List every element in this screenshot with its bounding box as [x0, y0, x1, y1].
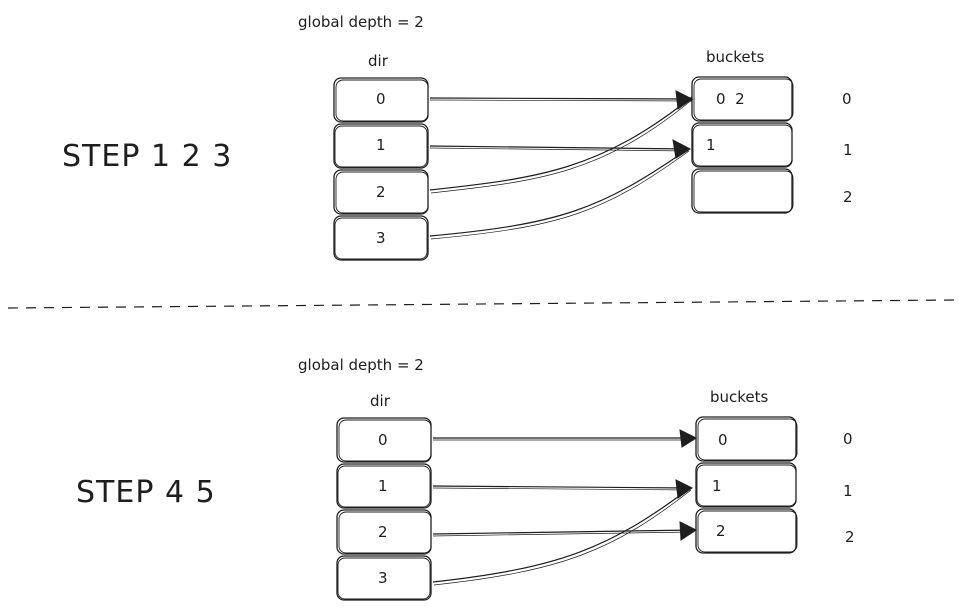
panel-step-1-2-3: STEP 1 2 3 global depth = 2 dir buckets …: [62, 13, 853, 261]
panel-step-4-5: STEP 4 5 global depth = 2 dir buckets 0 …: [76, 356, 855, 601]
bucket-cell: 2: [695, 508, 798, 554]
bucket-index: 2: [843, 188, 853, 206]
pointer-arrow: [432, 521, 697, 541]
dir-cell: 2: [333, 169, 429, 215]
pointer-arrow: [432, 487, 692, 586]
dir-cell-value: 3: [376, 229, 386, 247]
dir-cell-value: 0: [378, 431, 388, 449]
dir-cell: 3: [333, 215, 429, 261]
pointer-arrow: [429, 90, 693, 110]
dir-cell: 1: [333, 123, 429, 169]
pointer-arrow: [433, 429, 698, 448]
bucket-index: 2: [845, 528, 855, 546]
bucket-cell-value: 0 2: [716, 90, 745, 108]
bucket-cell-value: 0: [718, 431, 728, 449]
pointer-arrow: [432, 479, 693, 499]
global-depth-label: global depth = 2: [298, 356, 424, 374]
dir-label: dir: [368, 52, 389, 70]
pointer-arrow: [429, 148, 690, 240]
dir-cell-value: 2: [378, 523, 388, 541]
dir-cell: 3: [336, 555, 432, 601]
dir-cell-value: 0: [376, 90, 386, 108]
bucket-cell-value: 1: [706, 136, 716, 154]
dir-label: dir: [370, 392, 391, 410]
step-label: STEP 1 2 3: [62, 139, 232, 174]
buckets-label: buckets: [710, 388, 769, 406]
dir-cell-value: 1: [378, 477, 388, 495]
dir-cell-value: 1: [376, 136, 386, 154]
bucket-index: 1: [843, 482, 853, 500]
buckets-label: buckets: [706, 48, 765, 66]
panel-divider: [7, 299, 956, 309]
step-label: STEP 4 5: [76, 475, 216, 510]
bucket-cell-value: 2: [716, 522, 726, 540]
dir-cell: 1: [336, 463, 432, 509]
dir-cell: 0: [336, 417, 432, 463]
bucket-cell: [691, 168, 794, 214]
pointer-arrow: [429, 96, 694, 194]
bucket-cell: 0 2: [691, 76, 794, 122]
dir-cell: 2: [336, 509, 432, 555]
global-depth-label: global depth = 2: [298, 13, 424, 31]
bucket-index: 0: [842, 90, 852, 108]
dir-cell-value: 2: [376, 183, 386, 201]
bucket-index: 1: [843, 141, 853, 159]
bucket-cell: 0: [695, 416, 798, 462]
bucket-cell: 1: [695, 462, 797, 508]
dir-cell-value: 3: [378, 569, 388, 587]
pointer-arrow: [429, 139, 691, 159]
bucket-cell-value: 1: [712, 477, 722, 495]
bucket-cell: 1: [691, 122, 793, 168]
dir-cell: 0: [333, 77, 429, 123]
bucket-index: 0: [843, 430, 853, 448]
